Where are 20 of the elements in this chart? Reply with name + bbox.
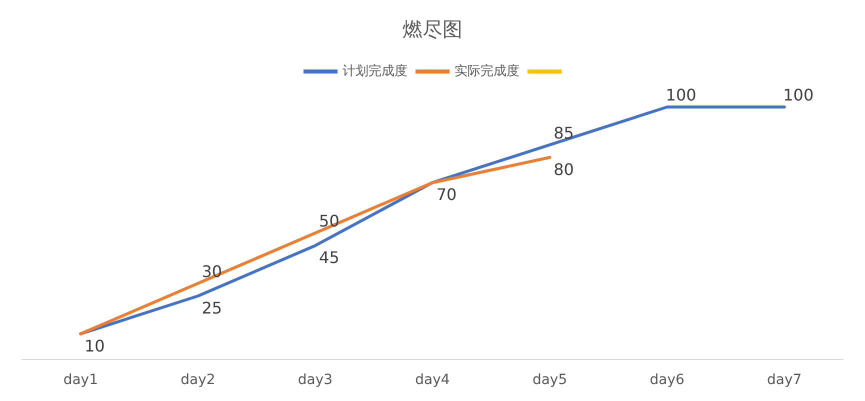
data-label: 50 — [319, 212, 340, 230]
data-label: 30 — [202, 262, 222, 281]
data-label: 25 — [202, 298, 222, 318]
chart-title: 燃尽图 — [402, 17, 462, 41]
data-label: 70 — [436, 185, 457, 204]
data-label: 45 — [319, 248, 340, 268]
legend-label: 实际完成度 — [454, 63, 520, 79]
legend-label: 计划完成度 — [342, 63, 408, 79]
data-label: 80 — [554, 160, 574, 179]
x-tick-label: day7 — [767, 372, 802, 388]
data-label: 10 — [84, 336, 105, 356]
x-tick-label: day2 — [180, 372, 216, 388]
data-label: 85 — [554, 123, 574, 142]
data-label: 100 — [666, 86, 696, 104]
x-tick-label: day4 — [415, 372, 450, 388]
data-label: 100 — [783, 86, 814, 104]
x-tick-label: day6 — [650, 372, 684, 388]
x-tick-label: day1 — [63, 372, 98, 388]
x-tick-label: day3 — [298, 372, 333, 388]
x-tick-label: day5 — [532, 372, 568, 388]
